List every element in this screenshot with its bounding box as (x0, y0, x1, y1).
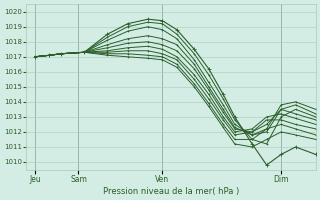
X-axis label: Pression niveau de la mer( hPa ): Pression niveau de la mer( hPa ) (103, 187, 239, 196)
